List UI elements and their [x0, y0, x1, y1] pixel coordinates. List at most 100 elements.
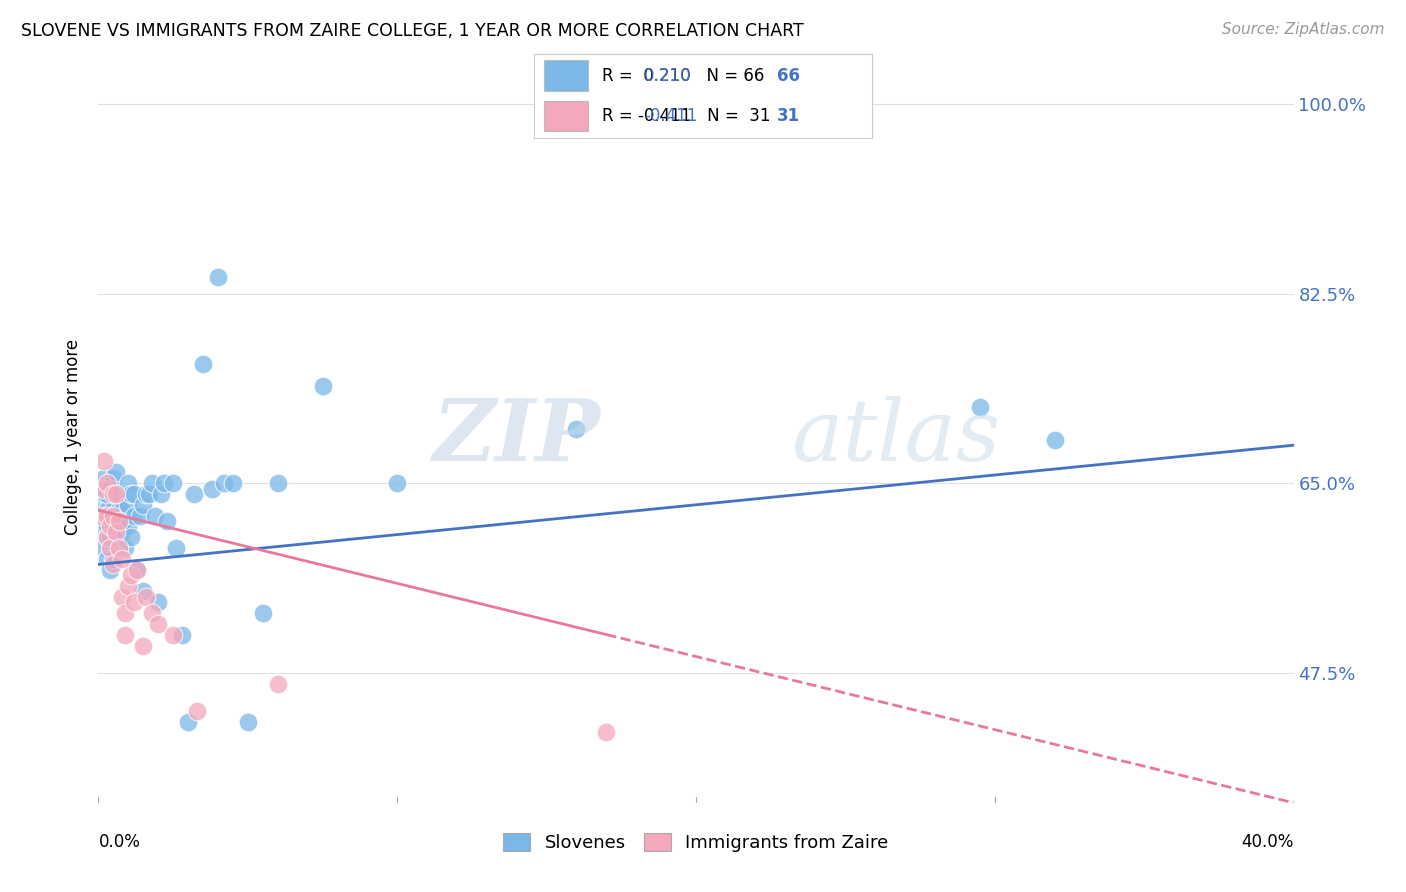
- Point: [98, 519, 122, 533]
- Point: [93, 454, 115, 468]
- Text: R =  0.210   N = 66: R = 0.210 N = 66: [602, 67, 763, 85]
- Point: [148, 595, 170, 609]
- Point: [103, 552, 125, 566]
- Point: [96, 530, 118, 544]
- Point: [96, 552, 118, 566]
- Text: 31: 31: [778, 107, 800, 125]
- Text: 66: 66: [778, 67, 800, 85]
- Point: [120, 530, 142, 544]
- Point: [105, 508, 128, 523]
- Point: [105, 465, 128, 479]
- Point: [385, 476, 409, 491]
- Point: [135, 487, 157, 501]
- Point: [108, 487, 131, 501]
- Point: [595, 725, 617, 739]
- Point: [124, 508, 146, 523]
- Point: [132, 639, 155, 653]
- Point: [117, 579, 139, 593]
- Point: [93, 482, 115, 496]
- Point: [105, 530, 128, 544]
- Point: [111, 503, 134, 517]
- Point: [98, 508, 122, 523]
- Point: [135, 590, 157, 604]
- Point: [114, 541, 136, 556]
- Point: [103, 487, 125, 501]
- Point: [191, 357, 214, 371]
- Point: [98, 530, 122, 544]
- Point: [103, 503, 125, 517]
- Point: [103, 508, 125, 523]
- Point: [111, 552, 134, 566]
- FancyBboxPatch shape: [544, 61, 588, 91]
- Text: R = -0.411   N =  31: R = -0.411 N = 31: [602, 107, 770, 125]
- Point: [93, 487, 115, 501]
- Point: [212, 476, 235, 491]
- Point: [114, 628, 136, 642]
- Point: [129, 508, 152, 523]
- Point: [156, 514, 179, 528]
- Point: [120, 487, 142, 501]
- Point: [103, 558, 125, 572]
- Point: [565, 422, 588, 436]
- Point: [1043, 433, 1066, 447]
- Point: [93, 541, 115, 556]
- Point: [96, 487, 118, 501]
- Point: [96, 476, 118, 491]
- Point: [117, 498, 139, 512]
- Text: ZIP: ZIP: [433, 395, 600, 479]
- Point: [96, 519, 118, 533]
- Point: [98, 482, 122, 496]
- Point: [162, 476, 184, 491]
- Point: [252, 606, 274, 620]
- Point: [117, 476, 139, 491]
- Point: [267, 676, 290, 690]
- Point: [148, 617, 170, 632]
- FancyBboxPatch shape: [544, 101, 588, 131]
- Point: [127, 563, 149, 577]
- Text: 0.0%: 0.0%: [98, 833, 141, 851]
- Point: [165, 541, 187, 556]
- Point: [132, 584, 155, 599]
- Point: [111, 524, 134, 539]
- Point: [93, 471, 115, 485]
- Point: [98, 563, 122, 577]
- Point: [127, 563, 149, 577]
- Point: [222, 476, 245, 491]
- Point: [124, 487, 146, 501]
- Text: -0.411: -0.411: [644, 107, 697, 125]
- Point: [105, 487, 128, 501]
- Point: [108, 514, 131, 528]
- Point: [120, 568, 142, 582]
- Point: [969, 401, 991, 415]
- Point: [96, 508, 118, 523]
- Point: [108, 541, 131, 556]
- Point: [105, 524, 128, 539]
- Point: [311, 378, 333, 392]
- Text: 40.0%: 40.0%: [1241, 833, 1294, 851]
- Point: [186, 704, 208, 718]
- Point: [236, 714, 259, 729]
- Point: [141, 606, 163, 620]
- Point: [201, 482, 224, 496]
- Point: [90, 508, 112, 523]
- Point: [124, 595, 146, 609]
- Y-axis label: College, 1 year or more: College, 1 year or more: [65, 339, 83, 535]
- Point: [98, 541, 122, 556]
- Point: [162, 628, 184, 642]
- Point: [132, 498, 155, 512]
- Text: 0.210: 0.210: [644, 67, 692, 85]
- Point: [111, 508, 134, 523]
- Text: atlas: atlas: [792, 396, 1001, 478]
- Point: [141, 476, 163, 491]
- Point: [267, 476, 290, 491]
- Point: [103, 519, 125, 533]
- Point: [90, 503, 112, 517]
- Point: [138, 487, 160, 501]
- Point: [117, 519, 139, 533]
- Point: [108, 503, 131, 517]
- Point: [143, 508, 166, 523]
- Point: [150, 487, 173, 501]
- Point: [103, 471, 125, 485]
- Point: [177, 714, 200, 729]
- Legend: Slovenes, Immigrants from Zaire: Slovenes, Immigrants from Zaire: [503, 833, 889, 852]
